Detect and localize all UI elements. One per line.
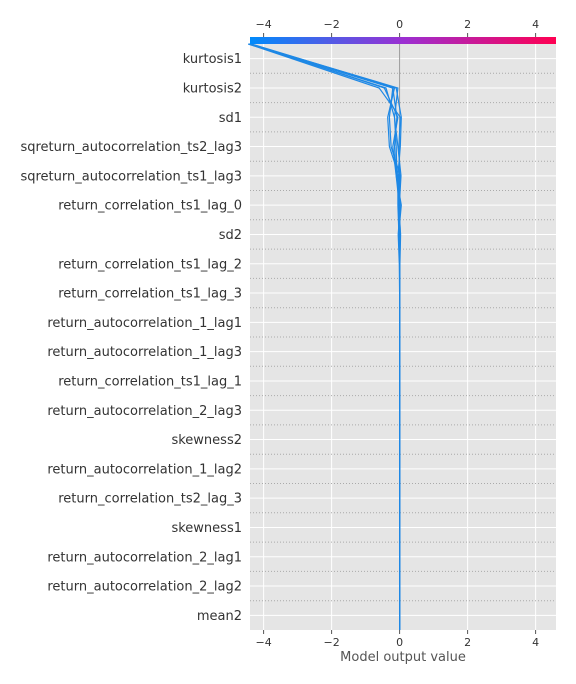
tick-label-bottom: −2 — [323, 636, 339, 649]
feature-label: return_autocorrelation_2_lag2 — [47, 580, 242, 595]
feature-label: return_correlation_ts1_lag_1 — [58, 374, 242, 389]
tick-label-bottom: 0 — [396, 636, 403, 649]
x-axis-title: Model output value — [340, 650, 466, 665]
feature-labels: kurtosis1 kurtosis2 sd1 sqreturn_autocorrel… — [20, 52, 242, 624]
feature-label: return_correlation_ts1_lag_3 — [58, 287, 242, 302]
tick-label-bottom: 2 — [464, 636, 471, 649]
decision-line — [248, 43, 401, 630]
decision-lines — [248, 43, 402, 630]
x-axis-ticks: −4 −4 −2 −2 0 0 2 2 4 4 — [255, 18, 539, 649]
feature-label: kurtosis2 — [183, 81, 242, 96]
feature-label: sqreturn_autocorrelation_ts1_lag3 — [20, 169, 242, 184]
feature-label: mean2 — [197, 609, 242, 624]
feature-label: return_autocorrelation_1_lag2 — [47, 462, 242, 477]
colorbar — [250, 37, 556, 44]
tick-label-bottom: 4 — [532, 636, 539, 649]
feature-label: return_correlation_ts2_lag_3 — [58, 492, 242, 507]
feature-label: skewness1 — [171, 521, 242, 536]
tick-label-top: 4 — [532, 18, 539, 31]
feature-label: return_autocorrelation_1_lag1 — [47, 316, 242, 331]
feature-label: sd2 — [219, 228, 242, 243]
tick-label-bottom: −4 — [255, 636, 271, 649]
tick-label-top: −2 — [323, 18, 339, 31]
feature-label: sqreturn_autocorrelation_ts2_lag3 — [20, 140, 242, 155]
feature-label: skewness2 — [171, 433, 242, 448]
feature-label: return_autocorrelation_2_lag1 — [47, 550, 242, 565]
feature-label: return_correlation_ts1_lag_0 — [58, 199, 242, 214]
feature-label: kurtosis1 — [183, 52, 242, 67]
tick-label-top: 0 — [396, 18, 403, 31]
feature-label: return_correlation_ts1_lag_2 — [58, 257, 242, 272]
tick-label-top: −4 — [255, 18, 271, 31]
feature-label: return_autocorrelation_2_lag3 — [47, 404, 242, 419]
tick-label-top: 2 — [464, 18, 471, 31]
feature-label: return_autocorrelation_1_lag3 — [47, 345, 242, 360]
feature-label: sd1 — [219, 111, 242, 126]
